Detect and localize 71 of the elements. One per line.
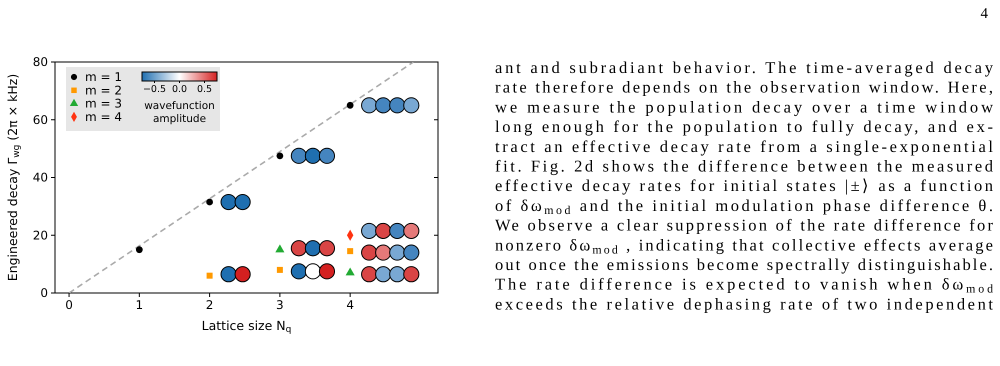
point	[318, 148, 336, 164]
point	[304, 263, 321, 280]
text: rate therefore depends on the observation window. Here,	[495, 78, 993, 97]
text: exceeds the relative dephasing rate of two independent	[495, 294, 994, 314]
annotation: −0.5	[142, 84, 166, 95]
point	[234, 266, 251, 282]
text: 4	[980, 6, 988, 22]
point	[347, 248, 354, 254]
point	[304, 148, 321, 164]
text: fit. Fig. 2d shows the difference between the measured	[495, 156, 994, 176]
point	[375, 222, 392, 239]
y-tick-label: 60	[32, 112, 48, 127]
text: tract an effective decay rate from a single-exponential	[495, 136, 994, 156]
legend-label: m = 2	[85, 83, 122, 98]
legend-label: m = 1	[85, 70, 122, 84]
point	[206, 272, 213, 279]
point	[403, 97, 420, 114]
point	[389, 97, 406, 114]
point	[403, 222, 420, 239]
point	[276, 152, 284, 160]
point	[389, 244, 406, 261]
point	[346, 268, 355, 276]
text: nonzero δω$_{mod}$, indicating that collective effects average	[495, 235, 993, 256]
point	[318, 263, 336, 280]
legend-label: m = 3	[85, 96, 122, 111]
legend-label: m = 4	[85, 110, 122, 124]
y-tick-label: 0	[40, 286, 48, 300]
point	[346, 102, 354, 109]
annotation: 0.0	[172, 84, 188, 95]
x-tick-label: 1	[136, 298, 144, 312]
x-axis-title: Lattice size N$_{q}$	[202, 318, 292, 336]
y-tick-label: 20	[32, 228, 48, 242]
point	[318, 240, 336, 256]
x-tick-label: 3	[276, 298, 284, 312]
point	[361, 266, 378, 282]
point	[361, 244, 378, 261]
point	[220, 194, 237, 210]
text: long enough for the population to fully decay, and ex-	[495, 117, 993, 136]
annotation: 0.5	[196, 84, 212, 95]
point	[206, 198, 213, 206]
point	[220, 266, 237, 282]
text: out once the emissions become spectrally distinguishable.	[495, 255, 993, 274]
point	[276, 266, 283, 273]
point	[389, 222, 406, 239]
x-tick-label: 0	[65, 298, 73, 312]
text: ant and subradiant behavior. The time-averaged decay	[495, 58, 994, 77]
point	[361, 222, 378, 239]
point	[375, 244, 392, 261]
text: We observe a clear suppression of the rate difference for	[495, 216, 994, 235]
point	[304, 240, 321, 256]
text: we measure the population decay over a time window	[495, 97, 994, 116]
point	[375, 97, 392, 114]
point	[275, 244, 284, 252]
point	[290, 263, 307, 280]
point	[403, 266, 420, 282]
point	[389, 266, 406, 282]
text: effective decay rates for initial states |±⟩ as a function	[495, 176, 993, 196]
text: The rate difference is expected to vanish when δω$_{mod}$	[495, 274, 994, 296]
point	[136, 246, 143, 254]
x-tick-label: 2	[206, 298, 214, 312]
y-tick-label: 80	[32, 55, 48, 69]
point	[290, 148, 307, 164]
x-tick-label: 4	[346, 298, 354, 312]
point	[290, 240, 307, 256]
point	[361, 97, 378, 114]
y-tick-label: 40	[32, 170, 48, 184]
point	[375, 266, 392, 282]
point	[234, 194, 251, 210]
color-bar-title: wavefunction amplitude	[144, 100, 215, 125]
text: of δω$_{mod}$ and the initial modulation phase difference θ.	[495, 196, 993, 217]
point	[403, 244, 420, 261]
